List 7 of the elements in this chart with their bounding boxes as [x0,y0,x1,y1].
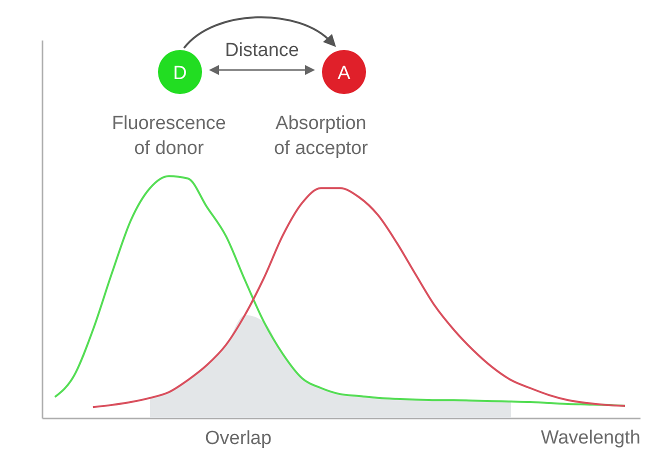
text: Overlap [205,428,272,449]
donor-circle-icon: D [158,50,202,94]
x-axis-title: Wavelength [540,428,640,448]
text: Distance [225,40,299,61]
acceptor-circle-icon: A [322,50,366,94]
series-label: Absorption of acceptor [274,113,369,159]
text: Fluorescence of donor [112,113,226,159]
